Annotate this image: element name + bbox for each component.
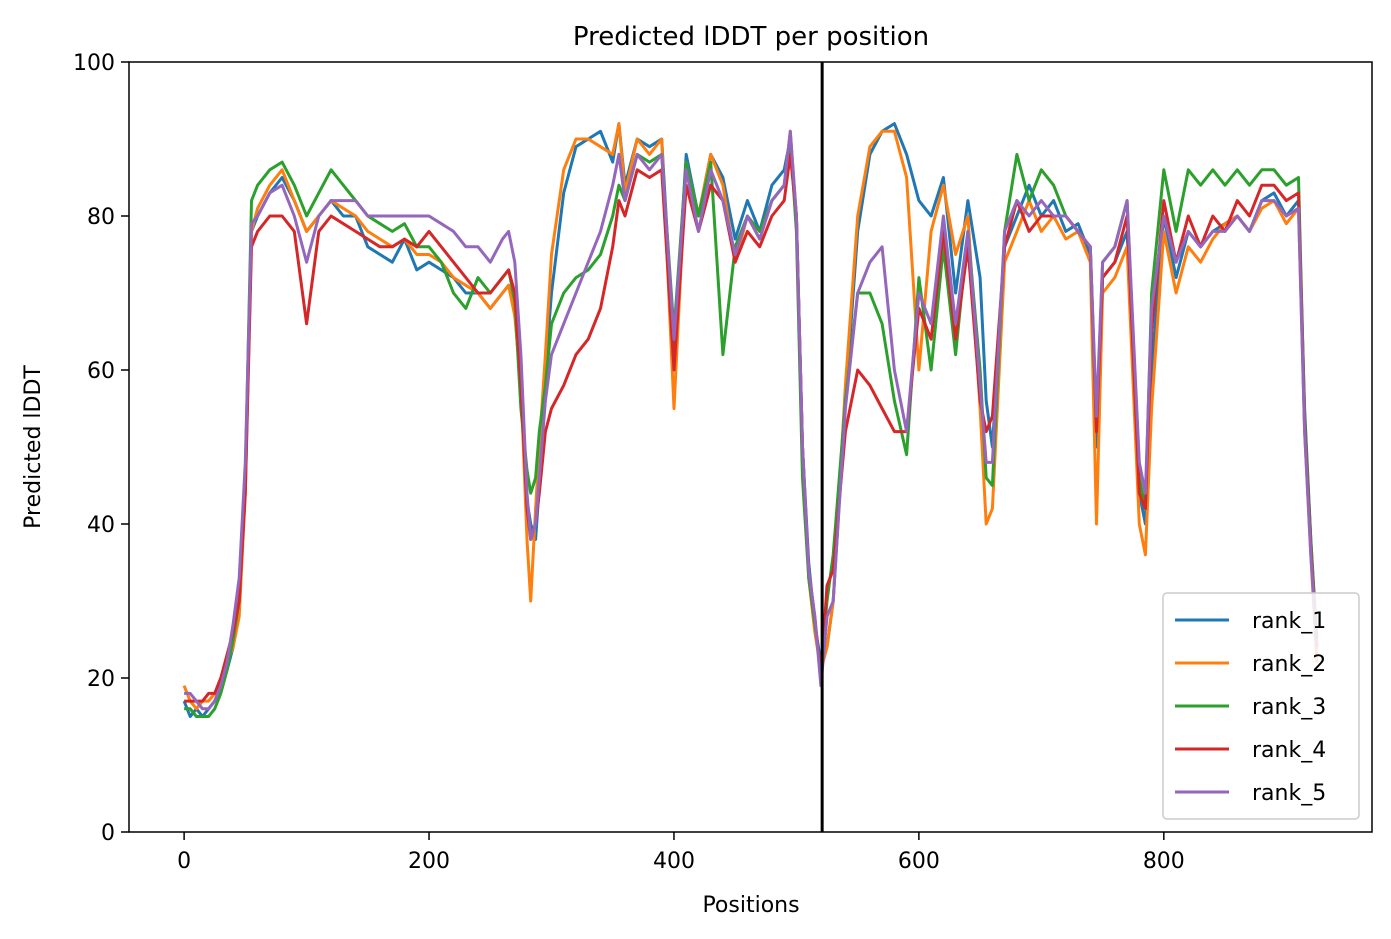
y-axis: 0 20 40 60 80 100 [73, 51, 129, 846]
plot-frame [128, 61, 1373, 833]
x-axis: 0 200 400 600 800 [177, 832, 1185, 874]
legend-label: rank_3 [1252, 695, 1326, 720]
x-tick-label: 600 [898, 849, 940, 874]
x-tick-label: 400 [653, 849, 695, 874]
y-tick-label: 20 [87, 667, 115, 692]
legend: rank_1 rank_2 rank_3 rank_4 rank_5 [1162, 592, 1360, 820]
y-tick-label: 60 [87, 359, 115, 384]
plot-area [128, 61, 1373, 833]
y-axis-label: Predicted lDDT [21, 365, 46, 529]
x-tick-label: 200 [408, 849, 450, 874]
x-axis-label: Positions [702, 893, 799, 918]
series-line-rank-5 [184, 129, 1319, 711]
series-group [182, 122, 1319, 718]
y-tick-label: 40 [87, 513, 115, 538]
chart-title: Predicted lDDT per position [573, 22, 929, 52]
legend-label: rank_4 [1252, 738, 1326, 763]
y-tick-label: 80 [87, 205, 115, 230]
x-tick-label: 0 [177, 849, 191, 874]
legend-label: rank_2 [1252, 652, 1326, 677]
legend-label: rank_5 [1252, 781, 1326, 806]
legend-label: rank_1 [1252, 609, 1326, 634]
legend-frame [1162, 592, 1360, 820]
x-tick-label: 800 [1143, 849, 1185, 874]
y-tick-label: 0 [101, 821, 115, 846]
y-tick-label: 100 [73, 51, 115, 76]
